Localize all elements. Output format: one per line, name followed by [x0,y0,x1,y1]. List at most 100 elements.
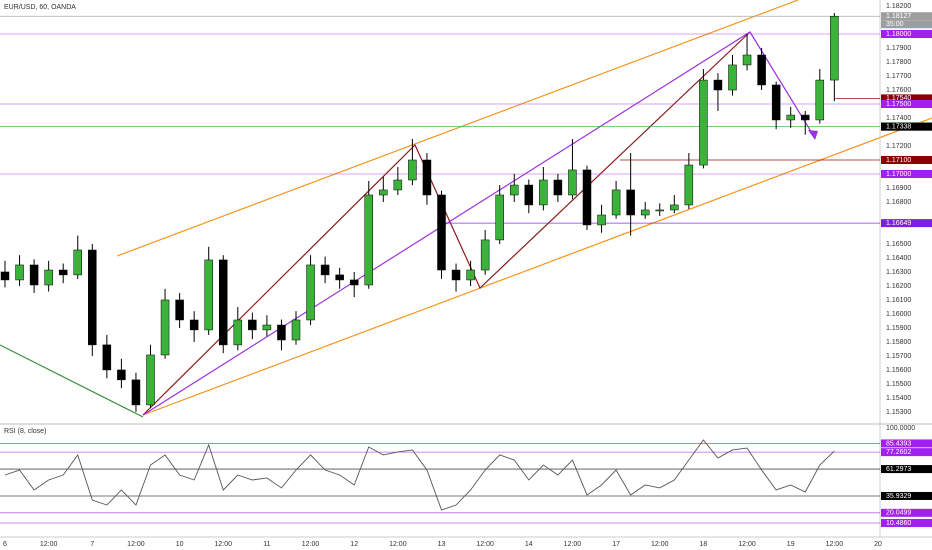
candle-body [335,274,344,281]
price-marker [881,30,932,39]
price-marker-label: 1.17500 [886,101,911,108]
x-tick-label: 14 [525,541,533,548]
price-marker [881,122,932,131]
candle-body [160,299,170,356]
candle-body [757,54,766,86]
price-marker [881,155,932,164]
candle-body [830,15,839,81]
candle-body [786,114,795,121]
y-tick-label: 1.17700 [886,73,911,80]
candle-body [262,324,272,331]
level-label: 35.9329 [886,493,911,500]
candle-body [219,259,228,346]
candle-body [815,79,825,121]
candle-body [742,54,752,66]
candle-body [437,194,446,271]
price-marker [881,219,932,228]
candle-body [73,249,83,276]
y-tick-label: 1.16200 [886,283,911,290]
chart-title: EUR/USD, 60, OANDA [4,4,76,11]
level-marker [881,508,932,517]
candle-body [582,169,592,226]
y-tick-label: 1.17900 [886,45,911,52]
y-tick-label: 1.15400 [886,395,911,402]
candle-body [655,209,664,212]
level-marker [881,448,932,457]
candle-body [233,319,243,346]
y-tick-label: 1.17200 [886,143,911,150]
candle-body [117,369,126,381]
price-marker-label: 1.16649 [886,220,911,227]
x-tick-label: 17 [612,541,620,548]
price-marker-label: 1.17338 [886,124,911,131]
x-tick-label: 12:00 [651,541,669,548]
x-tick-label: 19 [787,541,795,548]
candle-body [44,269,53,286]
candle-body [640,209,650,216]
level-marker [881,491,932,500]
candle-body [524,184,534,206]
candle-body [568,169,577,196]
y-tick-label: 1.15500 [886,381,911,388]
annotations [0,0,932,418]
channel-upper [116,0,799,257]
y-tick-label: 1.17800 [886,59,911,66]
candle-body [146,354,155,406]
candle-body [102,344,112,371]
level-label: 10.4860 [886,520,911,527]
candle-body [277,324,286,341]
y-tick-label: 1.15600 [886,367,911,374]
price-marker-label: 1.17100 [886,157,911,164]
x-tick-label: 18 [700,541,708,548]
x-tick-label: 10 [176,541,184,548]
trend-line [0,344,144,418]
x-tick-label: 11 [263,541,270,548]
y-tick-label: 1.15900 [886,325,911,332]
price-marker [881,100,932,109]
countdown-box [881,20,932,29]
candle-body [713,79,723,91]
y-tick-label: 1.15800 [886,339,911,346]
level-marker [881,439,932,448]
candle-body [88,249,97,346]
candle-body [466,269,475,281]
price-marker-label: 1.18000 [886,31,911,38]
candle-body [15,264,24,281]
y-tick-label: 100.0000 [886,425,915,432]
pattern-line [142,31,816,416]
y-tick-label: 1.16100 [886,297,911,304]
price-marker-label: 1.18127 [886,13,911,20]
candle-body [510,184,519,196]
arrow-head [808,130,818,140]
candle-body [364,194,374,286]
level-label: 85.4393 [886,440,911,447]
candle-body [422,159,432,196]
candle-body [728,64,737,91]
price-marker-label: 1.17000 [886,171,911,178]
channel-lower [142,117,932,416]
candle-body [771,84,781,121]
candle-body [320,264,330,276]
candle-body [204,259,213,331]
x-tick-label: 13 [438,541,446,548]
candle-body [175,299,184,321]
candle-body [495,194,504,241]
candle-body [58,269,68,276]
rsi-title: RSI (8, close) [4,428,46,435]
candle-body [670,204,679,211]
y-tick-label: 1.16800 [886,199,911,206]
candle-body [611,189,621,216]
rsi-line [4,439,835,511]
candle-body [29,264,39,286]
y-tick-label: 1.16400 [886,255,911,262]
candle-body [0,271,10,281]
y-tick-label: 1.15300 [886,409,911,416]
candle-body [291,319,301,341]
y-tick-label: 1.16900 [886,185,911,192]
x-tick-label: 12:00 [826,541,844,548]
candle-body [349,279,359,286]
candle-body [480,239,490,271]
x-tick-label: 12:00 [302,541,320,548]
candle-body [451,269,461,281]
